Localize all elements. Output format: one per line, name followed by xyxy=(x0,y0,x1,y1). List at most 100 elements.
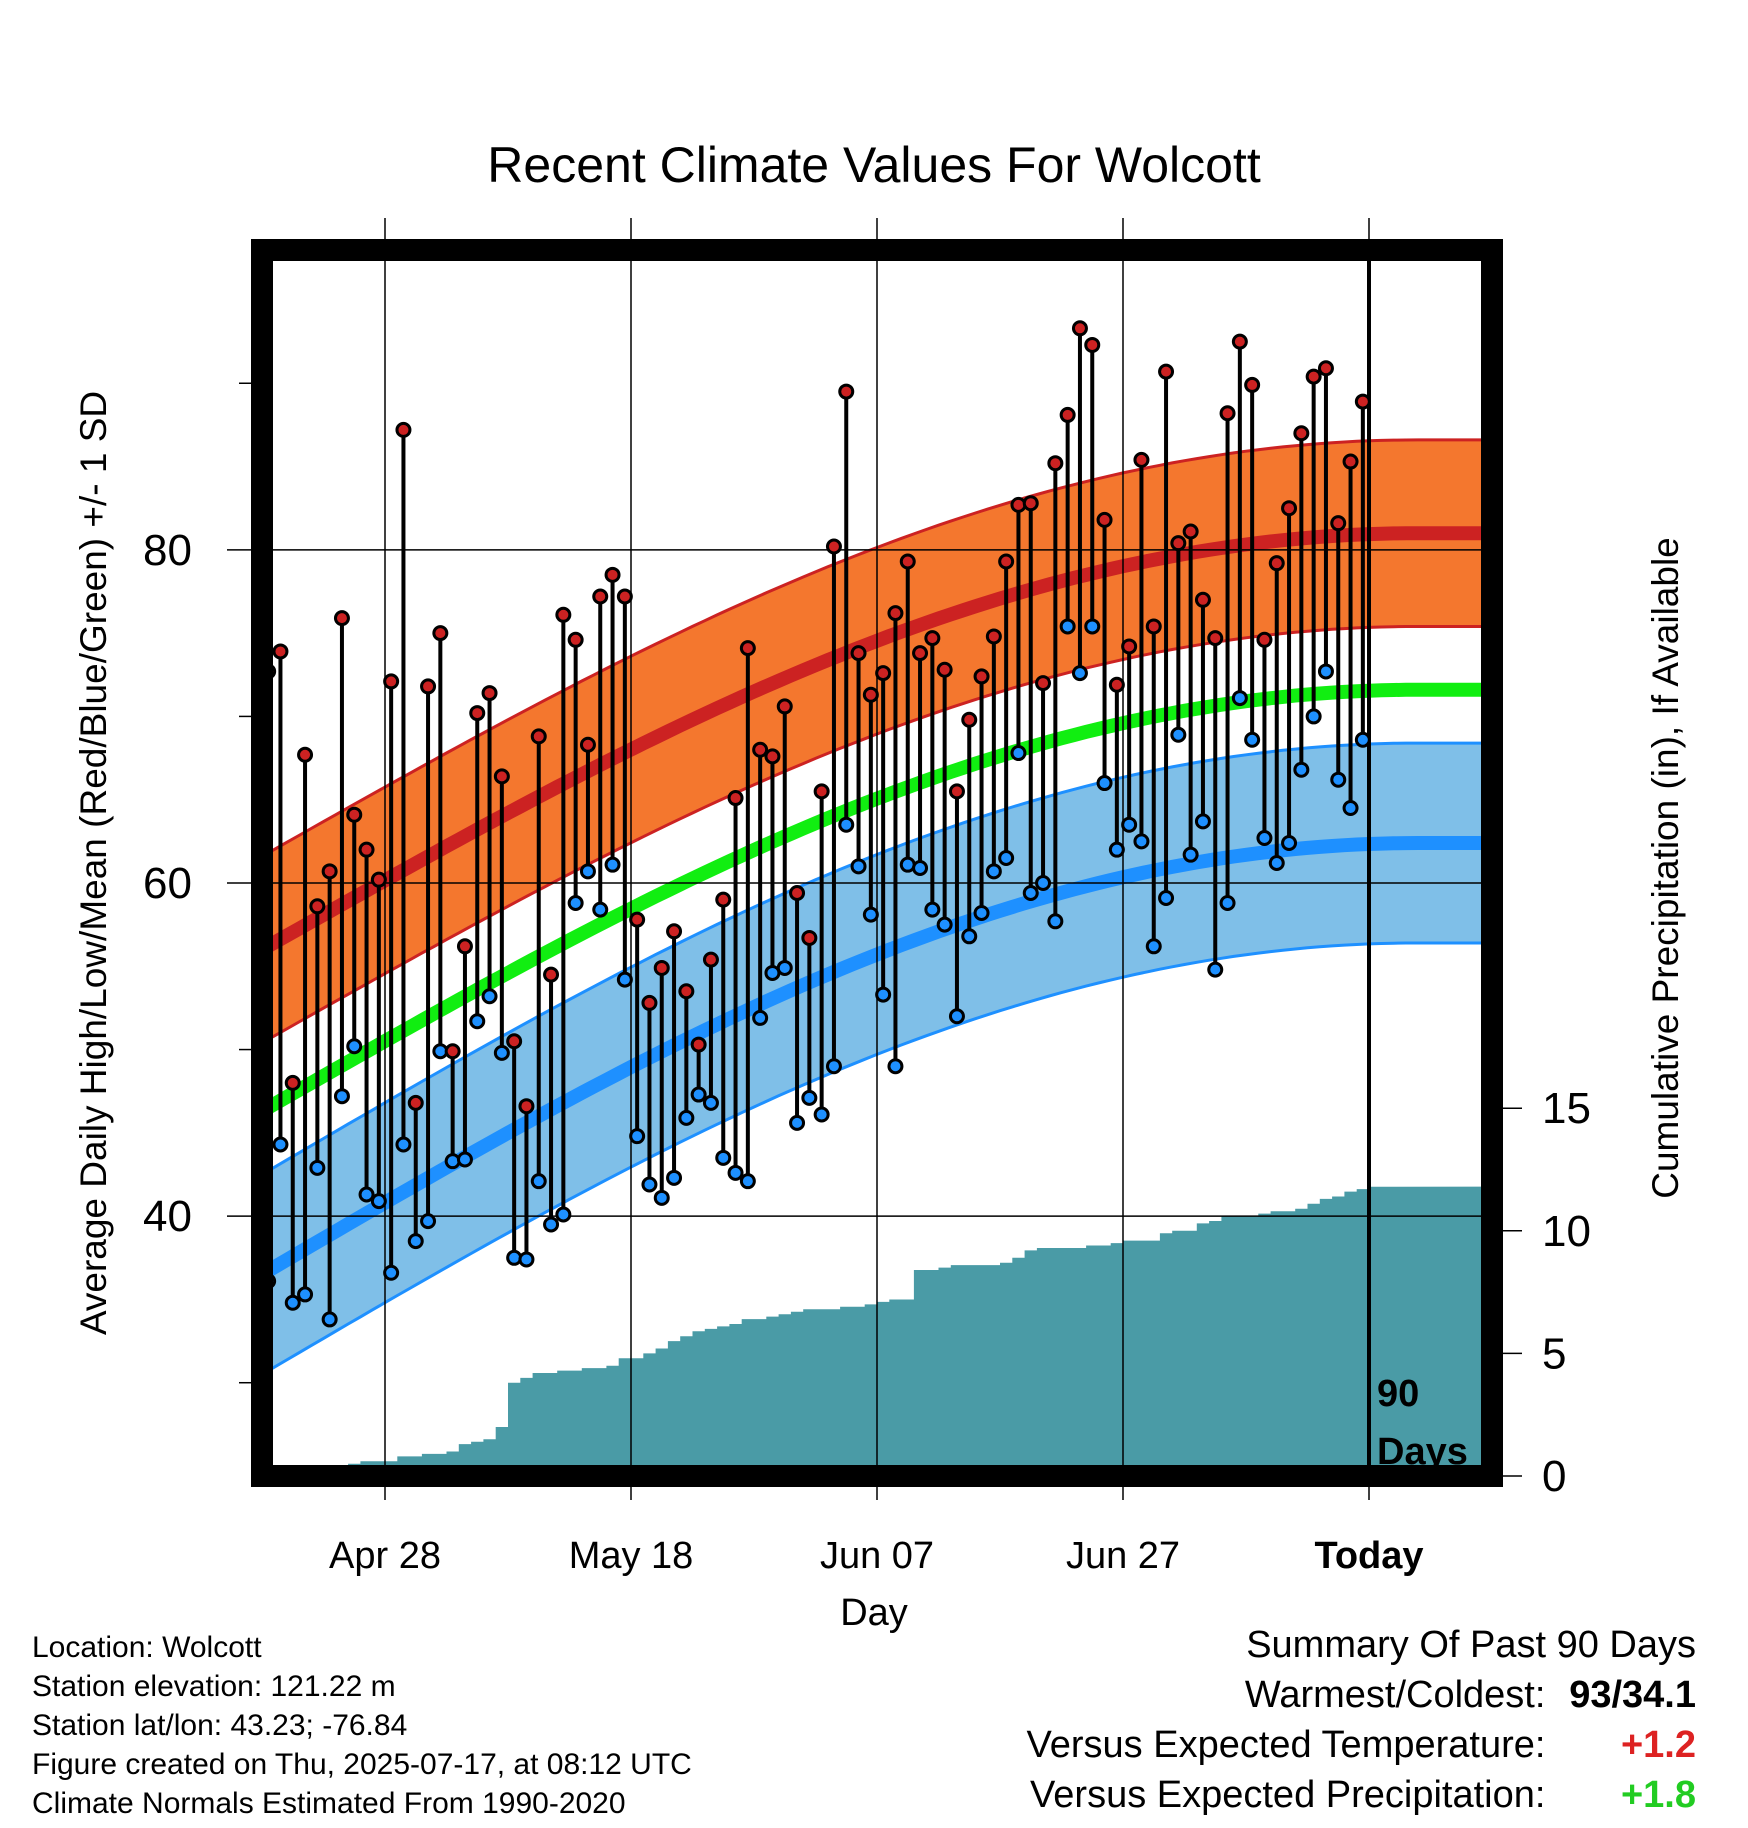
low-point xyxy=(961,928,978,945)
low-point xyxy=(1256,830,1273,847)
low-point xyxy=(1317,663,1334,680)
high-point xyxy=(666,923,683,940)
high-point xyxy=(1170,535,1187,552)
high-point xyxy=(776,698,793,715)
high-point xyxy=(616,588,633,605)
high-point xyxy=(912,645,929,662)
high-point xyxy=(432,625,449,642)
low-point xyxy=(1145,938,1162,955)
high-point xyxy=(420,678,437,695)
high-point xyxy=(530,728,547,745)
low-point xyxy=(862,906,879,923)
x-tick-label: Jun 07 xyxy=(820,1535,934,1577)
location-text: Location: Wolcott xyxy=(32,1631,262,1664)
high-point xyxy=(739,640,756,657)
low-point xyxy=(1207,961,1224,978)
high-point xyxy=(948,783,965,800)
y2-tick-label: 5 xyxy=(1542,1329,1566,1378)
high-point xyxy=(592,588,609,605)
high-point xyxy=(456,938,473,955)
low-point xyxy=(370,1193,387,1210)
high-point xyxy=(715,891,732,908)
high-point xyxy=(813,783,830,800)
low-point xyxy=(407,1233,424,1250)
low-point xyxy=(1219,894,1236,911)
summary-panel: Summary Of Past 90 Days Warmest/Coldest:… xyxy=(1027,1620,1696,1820)
low-point xyxy=(1231,690,1248,707)
high-point xyxy=(444,1043,461,1060)
low-point xyxy=(653,1189,670,1206)
plot-frame xyxy=(251,239,1503,1487)
low-point xyxy=(813,1106,830,1123)
high-point xyxy=(1281,500,1298,517)
high-point xyxy=(924,630,941,647)
high-point xyxy=(1071,320,1088,337)
high-point xyxy=(653,959,670,976)
high-point xyxy=(998,553,1015,570)
low-point xyxy=(358,1186,375,1203)
high-point xyxy=(764,748,781,765)
low-point xyxy=(383,1264,400,1281)
low-point xyxy=(321,1311,338,1328)
low-point xyxy=(1096,775,1113,792)
low-point xyxy=(973,904,990,921)
low-point xyxy=(1047,913,1064,930)
high-point xyxy=(567,631,584,648)
low-point xyxy=(333,1088,350,1105)
low-point xyxy=(272,1136,289,1153)
low-point xyxy=(1354,731,1371,748)
low-point xyxy=(1133,833,1150,850)
low-point xyxy=(555,1206,572,1223)
y-tick-label: 40 xyxy=(143,1192,192,1241)
low-point xyxy=(739,1173,756,1190)
high-point xyxy=(838,383,855,400)
warm-cold-value: 93/34.1 xyxy=(1569,1674,1696,1716)
high-point xyxy=(1231,333,1248,350)
low-point xyxy=(1244,731,1261,748)
precip-anomaly-value: +1.8 xyxy=(1620,1774,1696,1816)
low-point xyxy=(469,1013,486,1030)
low-point xyxy=(1305,708,1322,725)
x-tick-label: Today xyxy=(1314,1535,1423,1577)
high-point xyxy=(395,421,412,438)
high-point xyxy=(604,566,621,583)
high-point xyxy=(985,628,1002,645)
low-point xyxy=(948,1008,965,1025)
high-point xyxy=(801,929,818,946)
high-point xyxy=(543,966,560,983)
high-point xyxy=(1342,453,1359,470)
latlon-text: Station lat/lon: 43.23; -76.84 xyxy=(32,1709,408,1742)
high-point xyxy=(346,806,363,823)
low-point xyxy=(875,986,892,1003)
high-point xyxy=(358,841,375,858)
high-point xyxy=(1293,425,1310,442)
low-point xyxy=(395,1136,412,1153)
high-point xyxy=(1022,495,1039,512)
low-point xyxy=(887,1058,904,1075)
low-point xyxy=(309,1159,326,1176)
high-point xyxy=(899,553,916,570)
high-point xyxy=(1194,591,1211,608)
high-point xyxy=(493,768,510,785)
low-point xyxy=(493,1044,510,1061)
low-normal-band xyxy=(262,741,1492,1377)
low-point xyxy=(727,1164,744,1181)
low-point xyxy=(1022,884,1039,901)
x-tick-label: Jun 27 xyxy=(1066,1535,1180,1577)
y-axis-label: Average Daily High/Low/Mean (Red/Blue/Gr… xyxy=(73,391,114,1335)
low-point xyxy=(1330,771,1347,788)
high-point xyxy=(579,736,596,753)
low-point xyxy=(801,1089,818,1106)
high-point xyxy=(1108,676,1125,693)
low-point xyxy=(776,959,793,976)
low-point xyxy=(1268,855,1285,871)
high-point xyxy=(702,951,719,968)
high-point xyxy=(1305,368,1322,385)
high-point xyxy=(284,1074,301,1091)
low-point xyxy=(1010,745,1027,762)
high-point xyxy=(1219,405,1236,422)
high-point xyxy=(1059,406,1076,423)
high-point xyxy=(321,863,338,880)
elevation-text: Station elevation: 121.22 m xyxy=(32,1670,396,1703)
high-point xyxy=(641,994,658,1011)
